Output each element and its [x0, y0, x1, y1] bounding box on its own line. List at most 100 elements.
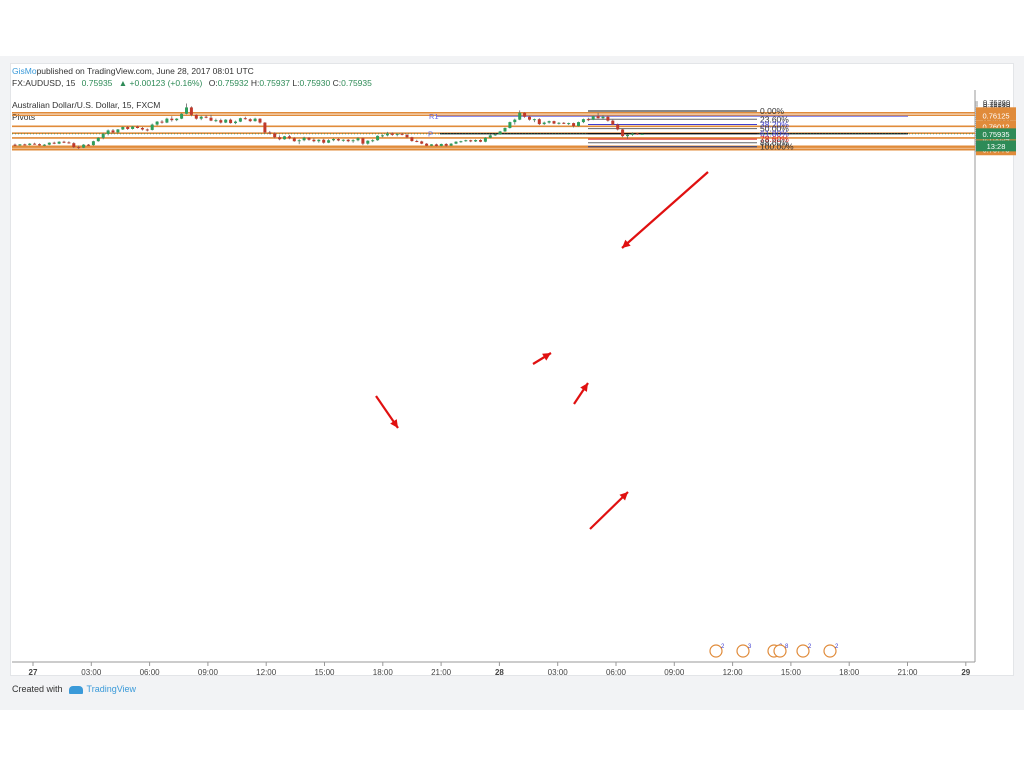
candle-bullish: [101, 133, 105, 138]
x-tick-label: 09:00: [664, 668, 685, 677]
candle-bullish: [493, 134, 497, 136]
candle-bearish: [13, 144, 17, 146]
candle-bearish: [160, 121, 164, 123]
economic-event-icon: [823, 644, 837, 658]
annotation-arrow-head: [580, 383, 588, 392]
candle-bullish: [385, 133, 389, 136]
candle-bearish: [552, 121, 556, 124]
candle-bearish: [87, 144, 90, 146]
candle-bearish: [194, 114, 198, 119]
candle-bearish: [67, 142, 71, 144]
pivot-label: R1: [429, 112, 439, 121]
pivot-label: P: [428, 130, 433, 139]
candle-bearish: [209, 117, 213, 121]
candle-bullish: [175, 118, 179, 121]
candle-bullish: [430, 144, 433, 146]
candle-bearish: [23, 144, 27, 146]
candle-bullish: [121, 127, 125, 130]
candle-bullish: [488, 135, 492, 138]
candle-bearish: [346, 139, 350, 142]
instrument-title: Australian Dollar/U.S. Dollar, 15, FXCM: [12, 100, 161, 110]
candle-bearish: [606, 116, 610, 121]
candle-bearish: [444, 143, 448, 146]
candle-bearish: [77, 147, 81, 149]
candle-bullish: [581, 119, 585, 123]
candle-bullish: [449, 143, 453, 146]
candle-bullish: [18, 144, 22, 146]
candle-bearish: [410, 137, 414, 142]
annotation-arrow-icon: [573, 382, 589, 405]
candle-bearish: [312, 139, 316, 142]
candle-bearish: [243, 118, 247, 120]
chart-panel: [10, 63, 1014, 676]
annotation-arrow-head: [542, 353, 551, 361]
price-change: ▲ +0.00123 (+0.16%): [118, 78, 203, 88]
candle-bearish: [415, 141, 419, 143]
candle-bearish: [38, 144, 41, 146]
candle-bearish: [390, 133, 394, 135]
candle-bearish: [400, 133, 404, 135]
candle-bearish: [170, 118, 174, 121]
candle-bearish: [52, 142, 56, 144]
candle-bearish: [229, 119, 233, 124]
candle-bearish: [292, 138, 296, 142]
candle-bullish: [332, 139, 335, 141]
candle-bullish: [214, 120, 218, 122]
candle-bearish: [361, 138, 365, 144]
candle-bullish: [518, 112, 522, 120]
candle-bullish: [356, 138, 360, 141]
publish-line: GisMo published on TradingView.com, June…: [12, 66, 254, 76]
author-link[interactable]: GisMo: [12, 66, 37, 76]
x-tick-label: 06:00: [140, 668, 161, 677]
candle-bullish: [483, 137, 487, 142]
fibonacci-level-label: 100.00%: [760, 142, 794, 152]
candle-bearish: [268, 132, 272, 134]
candle-bearish: [145, 129, 149, 131]
candle-bullish: [47, 142, 51, 145]
candle-bearish: [111, 130, 115, 133]
candle-bullish: [96, 137, 100, 142]
last-price: 0.75935: [81, 78, 113, 88]
candle-bullish: [395, 133, 399, 135]
candle-bearish: [572, 123, 576, 127]
candle-bearish: [33, 143, 37, 145]
candle-bullish: [532, 119, 536, 121]
candle-bullish: [459, 141, 463, 143]
candle-bearish: [562, 122, 566, 124]
x-tick-label: 21:00: [897, 668, 918, 677]
open-label: O:: [208, 78, 218, 88]
tradingview-link[interactable]: TradingView: [86, 684, 137, 694]
candle-bullish: [474, 140, 478, 142]
candle-bearish: [287, 136, 291, 139]
indicator-label[interactable]: Pivots: [12, 112, 36, 122]
x-tick-label: 28: [495, 668, 504, 677]
candle-bullish: [577, 122, 580, 127]
candle-bullish: [381, 135, 384, 137]
high-value: 0.75937: [259, 78, 291, 88]
candle-bearish: [258, 118, 262, 123]
candle-bullish: [155, 121, 159, 125]
candle-bullish: [42, 144, 46, 146]
candle-bearish: [248, 119, 252, 122]
candle-bullish: [185, 107, 188, 114]
candle-bullish: [371, 140, 375, 142]
candle-bullish: [224, 119, 228, 123]
economic-event-count: 2: [721, 644, 725, 650]
annotation-arrow-head: [619, 492, 628, 501]
candle-bullish: [567, 123, 571, 125]
x-tick-label: 03:00: [81, 668, 102, 677]
economic-event-count: 2: [835, 644, 839, 650]
candle-bearish: [322, 139, 326, 143]
high-label: H:: [250, 78, 260, 88]
candle-bearish: [189, 107, 193, 115]
candle-bullish: [327, 140, 331, 143]
candle-bullish: [601, 116, 605, 119]
countdown-label: 13:28: [987, 142, 1006, 151]
candle-bullish: [513, 119, 517, 123]
candle-bearish: [263, 122, 267, 133]
candle-bullish: [439, 143, 443, 146]
current-price-tag: [976, 128, 1016, 140]
fibonacci-level-label: 61.80%: [760, 129, 789, 139]
candle-bullish: [591, 116, 595, 120]
